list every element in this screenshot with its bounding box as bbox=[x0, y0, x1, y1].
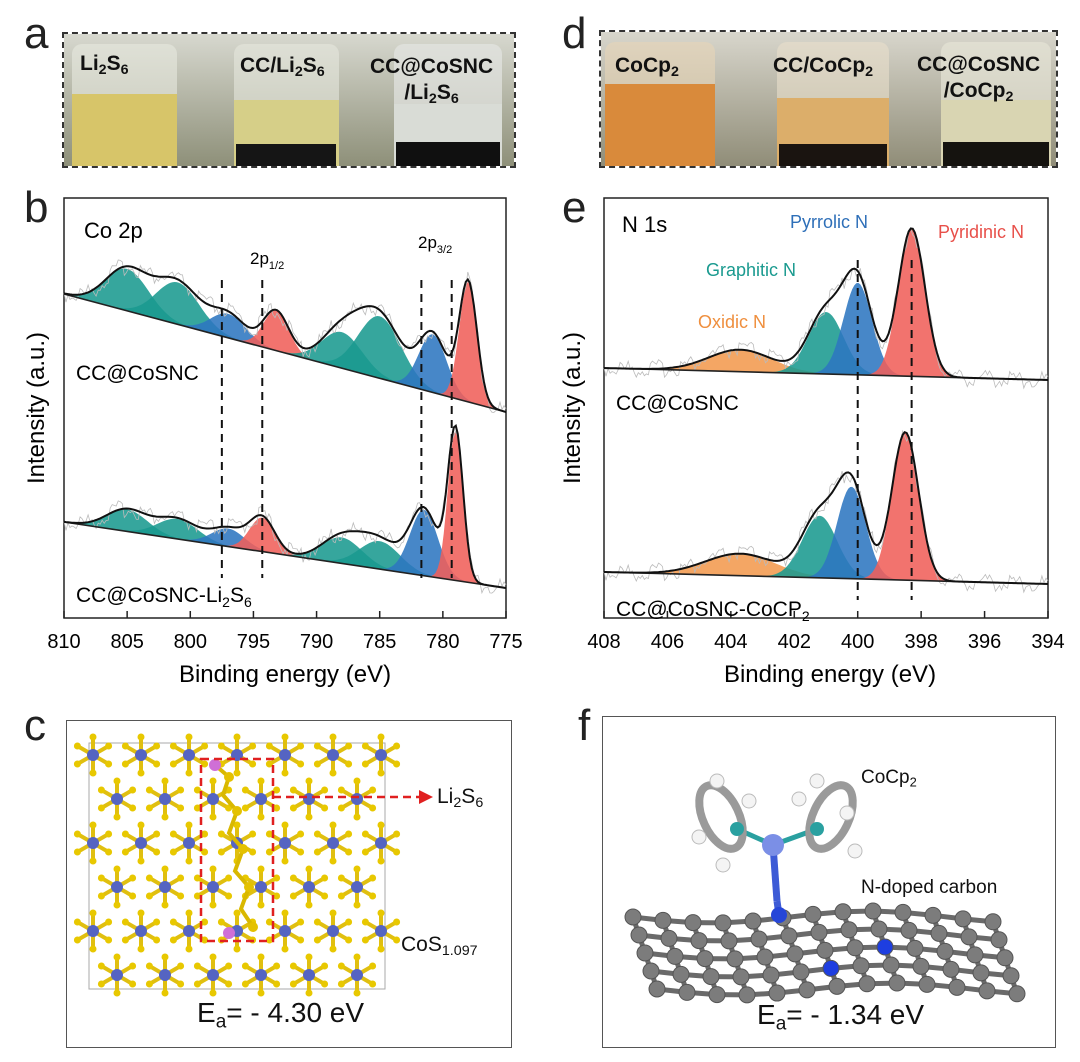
x-tick-label: 398 bbox=[904, 631, 937, 653]
plot-frame bbox=[603, 197, 1049, 619]
x-tick-label: 775 bbox=[489, 631, 522, 653]
vial-label-cc-li2s6: CC/Li2S6 bbox=[240, 54, 325, 80]
peak-pyrrolic-n bbox=[807, 486, 897, 580]
panel-letter-a: a bbox=[24, 9, 49, 58]
panel-letter-c: c bbox=[24, 701, 46, 750]
structure-box-f: CoCp2 N-doped carbon Ea= - 1.34 eV bbox=[602, 716, 1056, 1048]
baseline bbox=[63, 521, 507, 589]
envelope-fit bbox=[604, 430, 1049, 585]
x-tick-label: 805 bbox=[110, 631, 143, 653]
x-tick-label: 404 bbox=[714, 631, 747, 653]
vials-photo-a: Li2S6 CC/Li2S6 CC@CoSNC /Li2S6 bbox=[62, 32, 516, 168]
x-tick-label: 810 bbox=[47, 631, 80, 653]
li2s6-chain bbox=[209, 759, 258, 939]
envelope-fit bbox=[63, 265, 507, 413]
peak-793.2 bbox=[240, 310, 312, 360]
x-tick-label: 406 bbox=[651, 631, 684, 653]
chart-title: N 1s bbox=[622, 212, 667, 237]
highlight-box bbox=[199, 757, 275, 943]
vials-photo-d: CoCp2 CC/CoCp2 CC@CoSNC /CoCp2 bbox=[599, 30, 1058, 168]
label-oxidic-n: Oxidic N bbox=[698, 312, 766, 332]
panel-letter-f: f bbox=[578, 701, 591, 750]
x-tick-label: 396 bbox=[968, 631, 1001, 653]
peak-oxidic-n bbox=[656, 349, 824, 374]
molecule-label: CoCp2 bbox=[861, 767, 917, 790]
vial-label-li2s6: Li2S6 bbox=[80, 52, 129, 78]
panel-letter-e: e bbox=[562, 183, 587, 232]
trace-label-bottom: CC@CoSNC-Li2S6 bbox=[76, 584, 252, 610]
peak-778 bbox=[439, 281, 496, 410]
vial-label-ccosnc-cocp2: CC@CoSNC /CoCp2 bbox=[917, 53, 1041, 106]
peak-label-2p3/2: 2p3/2 bbox=[418, 233, 452, 256]
x-tick-label: 400 bbox=[841, 631, 874, 653]
cocp2-on-carbon-drawing bbox=[624, 773, 1026, 1004]
vials-drawing-a bbox=[64, 34, 514, 166]
x-tick-label: 795 bbox=[237, 631, 270, 653]
vial-label-ccosnc-li2s6: CC@CoSNC /Li2S6 bbox=[370, 55, 494, 108]
raw-trace bbox=[603, 429, 1049, 594]
material-label: CoS1.097 bbox=[401, 933, 478, 959]
raw-trace bbox=[63, 430, 507, 595]
label-graphitic-n: Graphitic N bbox=[706, 260, 796, 280]
trace-label-top: CC@CoSNC bbox=[616, 392, 739, 415]
adsorption-energy-f: Ea= - 1.34 eV bbox=[757, 999, 925, 1035]
x-tick-label: 780 bbox=[426, 631, 459, 653]
x-tick-label: 408 bbox=[587, 631, 620, 653]
arrow-label-li2s6: Li2S6 bbox=[437, 785, 484, 811]
x-tick-label: 800 bbox=[174, 631, 207, 653]
co2p-spectrum-chart: 810 805 800 795 790 785 780 775 Co 2p 2p1/2 2p3… bbox=[23, 197, 523, 688]
envelope-fit bbox=[63, 424, 507, 589]
vial-label-cocp2: CoCp2 bbox=[615, 54, 679, 80]
panel-letter-b: b bbox=[24, 183, 49, 232]
adsorption-energy-c: Ea= - 4.30 eV bbox=[197, 997, 365, 1033]
peak-pyrrolic-n bbox=[813, 282, 903, 377]
envelope-fit bbox=[603, 227, 1049, 381]
x-axis-label: Binding energy (eV) bbox=[179, 661, 391, 688]
cocp2-molecule bbox=[691, 773, 863, 923]
raw-trace bbox=[603, 228, 1049, 390]
cos-lattice-drawing bbox=[73, 733, 433, 997]
panel-letter-d: d bbox=[562, 9, 587, 58]
trace-label-top: CC@CoSNC bbox=[76, 362, 199, 385]
x-tick-label: 790 bbox=[300, 631, 333, 653]
y-axis-label: Intensity (a.u.) bbox=[23, 332, 50, 484]
support-label: N-doped carbon bbox=[861, 877, 998, 898]
baseline bbox=[63, 293, 507, 413]
x-tick-label: 402 bbox=[778, 631, 811, 653]
vial-label-cc-cocp2: CC/CoCp2 bbox=[773, 54, 874, 80]
chart-title: Co 2p bbox=[84, 218, 143, 243]
trace-label-bottom: CC@CoSNC-CoCP2 bbox=[616, 598, 810, 624]
n1s-spectrum-chart: 408 406 404 402 400 398 396 394 N 1s Pyrrolic N… bbox=[559, 197, 1065, 688]
x-tick-label: 785 bbox=[363, 631, 396, 653]
structure-box-c: Li2S6 CoS1.097 Ea= - 4.30 eV bbox=[66, 720, 512, 1048]
label-pyrrolic-n: Pyrrolic N bbox=[790, 212, 868, 232]
x-tick-label: 394 bbox=[1031, 631, 1064, 653]
vials-drawing-d bbox=[601, 32, 1056, 166]
label-pyridinic-n: Pyridinic N bbox=[938, 222, 1024, 242]
peak-label-2p1/2: 2p1/2 bbox=[250, 249, 284, 272]
y-axis-label: Intensity (a.u.) bbox=[559, 332, 586, 484]
x-axis-label: Binding energy (eV) bbox=[724, 661, 936, 688]
